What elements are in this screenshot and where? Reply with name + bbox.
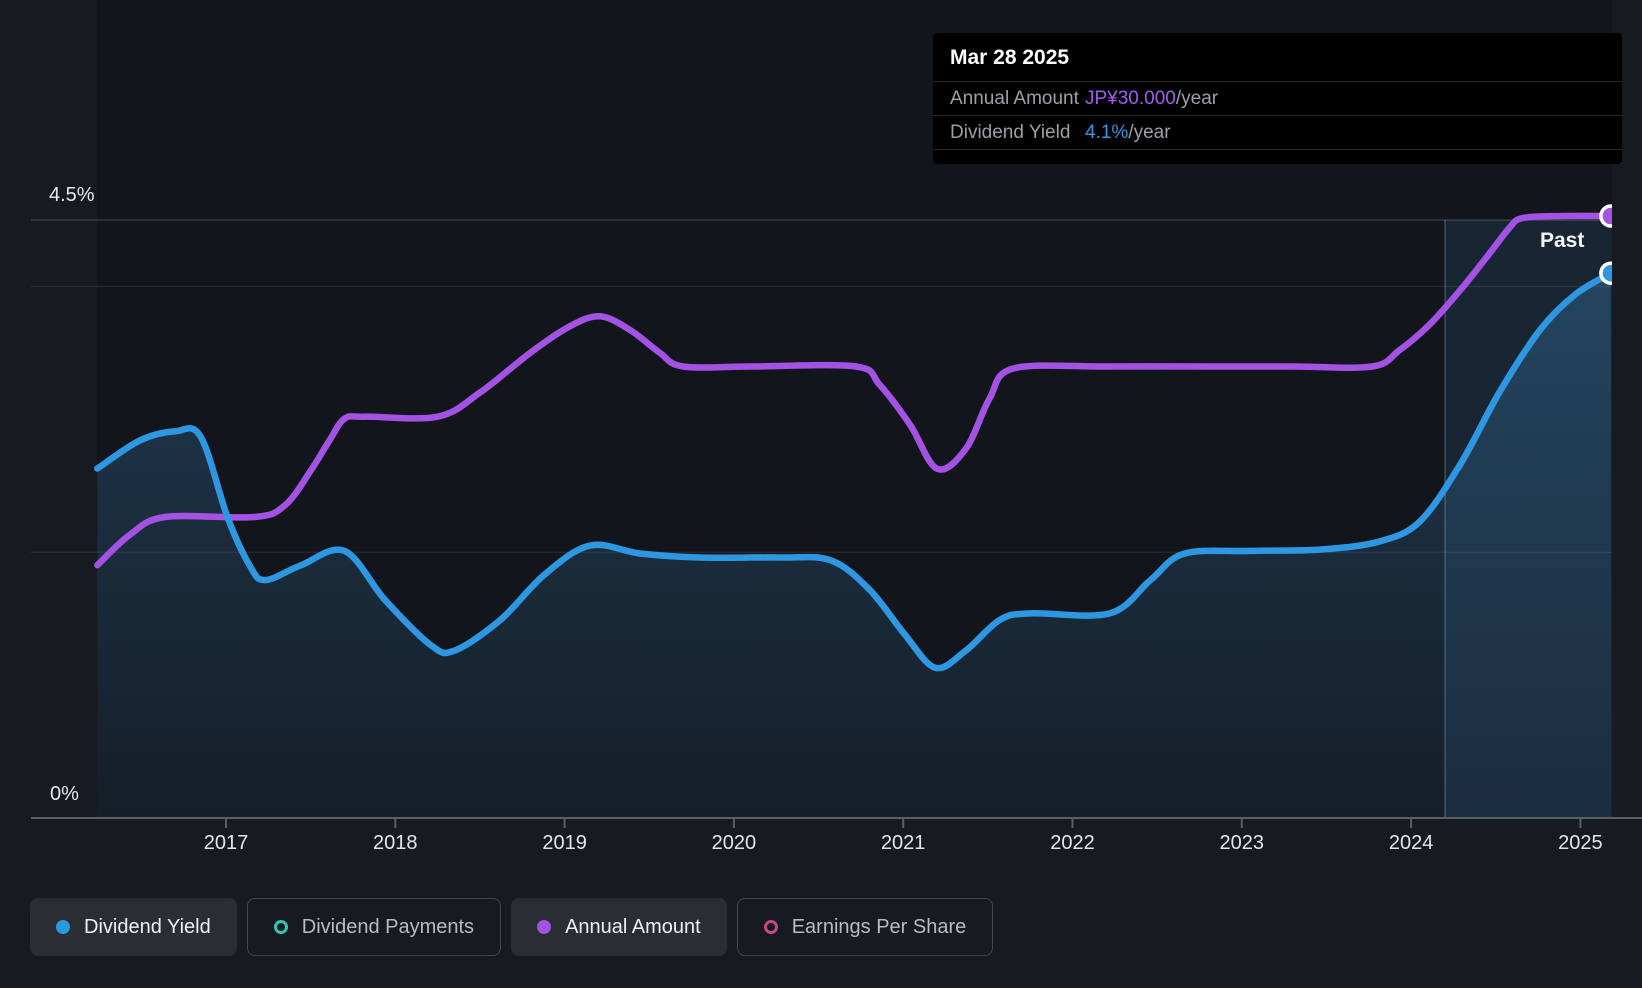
x-tick-label: 2023	[1220, 832, 1265, 854]
x-tick-label: 2024	[1389, 832, 1434, 854]
past-region-label: Past	[1540, 229, 1585, 252]
tooltip-label: Annual Amount	[950, 87, 1079, 109]
annual-amount-line[interactable]	[94, 212, 1612, 569]
chart-tooltip: Mar 28 2025 Annual Amount JP¥30.000/year…	[933, 33, 1622, 164]
legend-label: Earnings Per Share	[791, 915, 967, 938]
annual-amount-swatch-icon	[537, 920, 552, 934]
dividend-yield-swatch-icon	[56, 920, 70, 934]
x-tick-label: 2022	[1050, 832, 1095, 854]
y-axis-top-label: 4.5%	[49, 184, 95, 206]
legend-pill-dividend-yield[interactable]: Dividend Yield	[30, 898, 237, 956]
x-tick-label: 2021	[881, 832, 926, 854]
x-tick-label: 2019	[542, 832, 587, 854]
dividend-yield-area	[97, 273, 1611, 818]
tooltip-row-annual-amount: Annual Amount JP¥30.000/year	[933, 82, 1622, 116]
tooltip-label: Dividend Yield	[950, 121, 1071, 143]
tooltip-row-dividend-yield: Dividend Yield 4.1%/year	[933, 116, 1622, 150]
earnings-per-share-swatch-icon	[763, 920, 778, 934]
tooltip-value: 4.1%	[1085, 121, 1129, 143]
x-tick-label: 2025	[1558, 832, 1603, 854]
annual-amount-endpoint[interactable]	[1599, 204, 1621, 228]
tooltip-value: JP¥30.000	[1085, 87, 1176, 109]
chart-legend: Dividend Yield Dividend Payments Annual Am…	[30, 898, 994, 956]
dividend-yield-line[interactable]	[94, 269, 1612, 672]
legend-pill-annual-amount[interactable]: Annual Amount	[511, 898, 727, 956]
tooltip-date: Mar 28 2025	[933, 33, 1622, 82]
legend-pill-earnings-per-share[interactable]: Earnings Per Share	[736, 898, 994, 956]
x-tick-label: 2018	[373, 832, 418, 854]
legend-label: Dividend Yield	[84, 915, 211, 938]
legend-label: Dividend Payments	[301, 915, 475, 938]
dividend-yield-endpoint[interactable]	[1599, 261, 1621, 285]
x-tick-label: 2017	[204, 832, 249, 854]
legend-pill-dividend-payments[interactable]: Dividend Payments	[246, 898, 502, 956]
dividend-payments-swatch-icon	[273, 920, 288, 934]
x-tick-label: 2020	[712, 832, 757, 854]
tooltip-suffix: /year	[1175, 87, 1219, 109]
legend-label: Annual Amount	[565, 915, 701, 938]
tooltip-suffix: /year	[1128, 121, 1171, 143]
y-axis-bottom-label: 0%	[50, 783, 79, 805]
